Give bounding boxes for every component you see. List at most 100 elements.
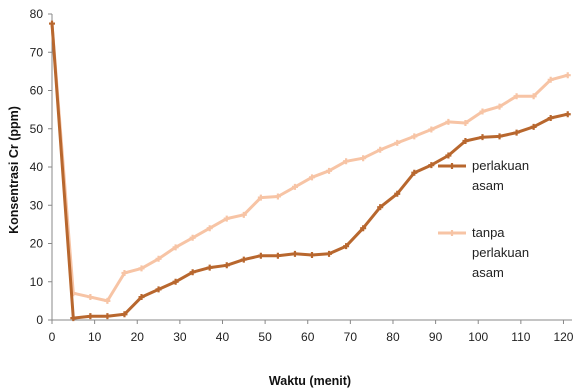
data-point — [394, 139, 401, 146]
data-point — [513, 93, 520, 100]
legend-label: asam — [472, 178, 504, 193]
data-point — [274, 252, 281, 259]
legend-entry: perlakuan asam — [438, 158, 529, 193]
data-point — [547, 76, 554, 83]
y-tick-label: 60 — [30, 84, 44, 98]
y-tick-label: 0 — [36, 313, 43, 327]
data-point — [360, 155, 367, 162]
data-point — [291, 183, 298, 190]
y-tick-label: 40 — [30, 160, 44, 174]
data-point — [189, 234, 196, 241]
y-tick-label: 10 — [30, 275, 44, 289]
legend-label: perlakuan — [472, 158, 529, 173]
data-point — [445, 152, 452, 159]
data-point — [189, 269, 196, 276]
data-point — [257, 252, 264, 259]
data-point — [138, 265, 145, 272]
data-point — [87, 313, 94, 320]
x-tick-label: 40 — [216, 330, 230, 344]
y-tick-label: 70 — [30, 45, 44, 59]
data-point — [326, 167, 333, 174]
data-point — [547, 115, 554, 122]
x-tick-label: 90 — [429, 330, 443, 344]
data-point — [49, 20, 55, 27]
data-point — [206, 225, 213, 232]
data-point — [274, 193, 281, 200]
data-point — [326, 250, 333, 257]
data-point — [309, 251, 315, 258]
y-axis-title: Konsentrasi Cr (ppm) — [7, 106, 21, 234]
x-tick-label: 20 — [131, 330, 145, 344]
legend-marker — [449, 230, 455, 236]
legend-label: perlakuan — [472, 245, 529, 260]
data-point — [121, 311, 128, 318]
data-point — [428, 126, 435, 133]
data-point — [343, 243, 350, 250]
data-point — [309, 174, 315, 181]
y-tick-label: 30 — [30, 198, 44, 212]
data-point — [496, 133, 503, 140]
data-point — [360, 225, 367, 232]
x-tick-label: 10 — [88, 330, 102, 344]
legend-marker — [449, 163, 455, 169]
y-tick-labels: 0 10 20 30 40 50 60 70 80 — [30, 7, 44, 327]
data-point — [479, 134, 486, 141]
x-tick-label: 60 — [301, 330, 315, 344]
data-point — [513, 129, 520, 136]
data-point — [138, 294, 145, 301]
y-tick-label: 50 — [30, 122, 44, 136]
data-point — [377, 146, 384, 153]
x-tick-label: 120 — [553, 330, 573, 344]
data-point — [530, 93, 537, 100]
data-point — [223, 215, 230, 222]
y-tick-label: 20 — [30, 237, 44, 251]
x-tick-label: 70 — [344, 330, 358, 344]
data-point — [462, 137, 469, 144]
data-point — [428, 162, 435, 169]
data-point — [87, 294, 94, 301]
data-point — [121, 269, 128, 276]
legend-entry: tanpa perlakuan asam — [438, 225, 529, 280]
data-point — [377, 204, 384, 211]
data-point — [411, 169, 418, 176]
data-point — [206, 264, 213, 271]
data-point — [462, 120, 469, 127]
x-tick-label: 30 — [173, 330, 187, 344]
data-point — [445, 118, 452, 125]
x-tick-label: 80 — [386, 330, 400, 344]
data-point — [240, 256, 247, 263]
data-point — [104, 297, 111, 304]
data-point — [394, 190, 401, 197]
legend-label: asam — [472, 265, 504, 280]
data-point — [496, 103, 503, 110]
data-point — [172, 278, 179, 285]
series-perlakuan-asam — [49, 20, 571, 322]
legend-label: tanpa — [472, 225, 505, 240]
data-point — [257, 194, 264, 201]
data-point — [70, 315, 77, 322]
data-point — [564, 111, 571, 118]
data-point — [343, 158, 350, 165]
x-axis-title: Waktu (menit) — [269, 374, 351, 388]
legend: perlakuan asam tanpa perlakuan asam — [438, 158, 529, 280]
data-point — [172, 244, 179, 251]
data-point — [155, 286, 162, 293]
x-tick-labels: 0 10 20 30 40 50 60 70 80 90 100 110 120 — [49, 330, 574, 344]
data-point — [411, 133, 418, 140]
data-point — [291, 250, 298, 257]
data-point — [104, 313, 111, 320]
series-layer — [49, 20, 571, 322]
x-tick-label: 50 — [258, 330, 272, 344]
x-tick-label: 0 — [49, 330, 56, 344]
x-tick-label: 110 — [511, 330, 530, 344]
data-point — [155, 255, 162, 262]
axes — [48, 13, 572, 324]
data-point — [240, 211, 247, 218]
data-point — [564, 72, 571, 79]
series-tanpa-perlakuan-asam — [49, 20, 571, 304]
data-point — [479, 108, 486, 115]
y-tick-label: 80 — [30, 7, 44, 21]
x-tick-label: 100 — [468, 330, 488, 344]
data-point — [223, 262, 230, 269]
